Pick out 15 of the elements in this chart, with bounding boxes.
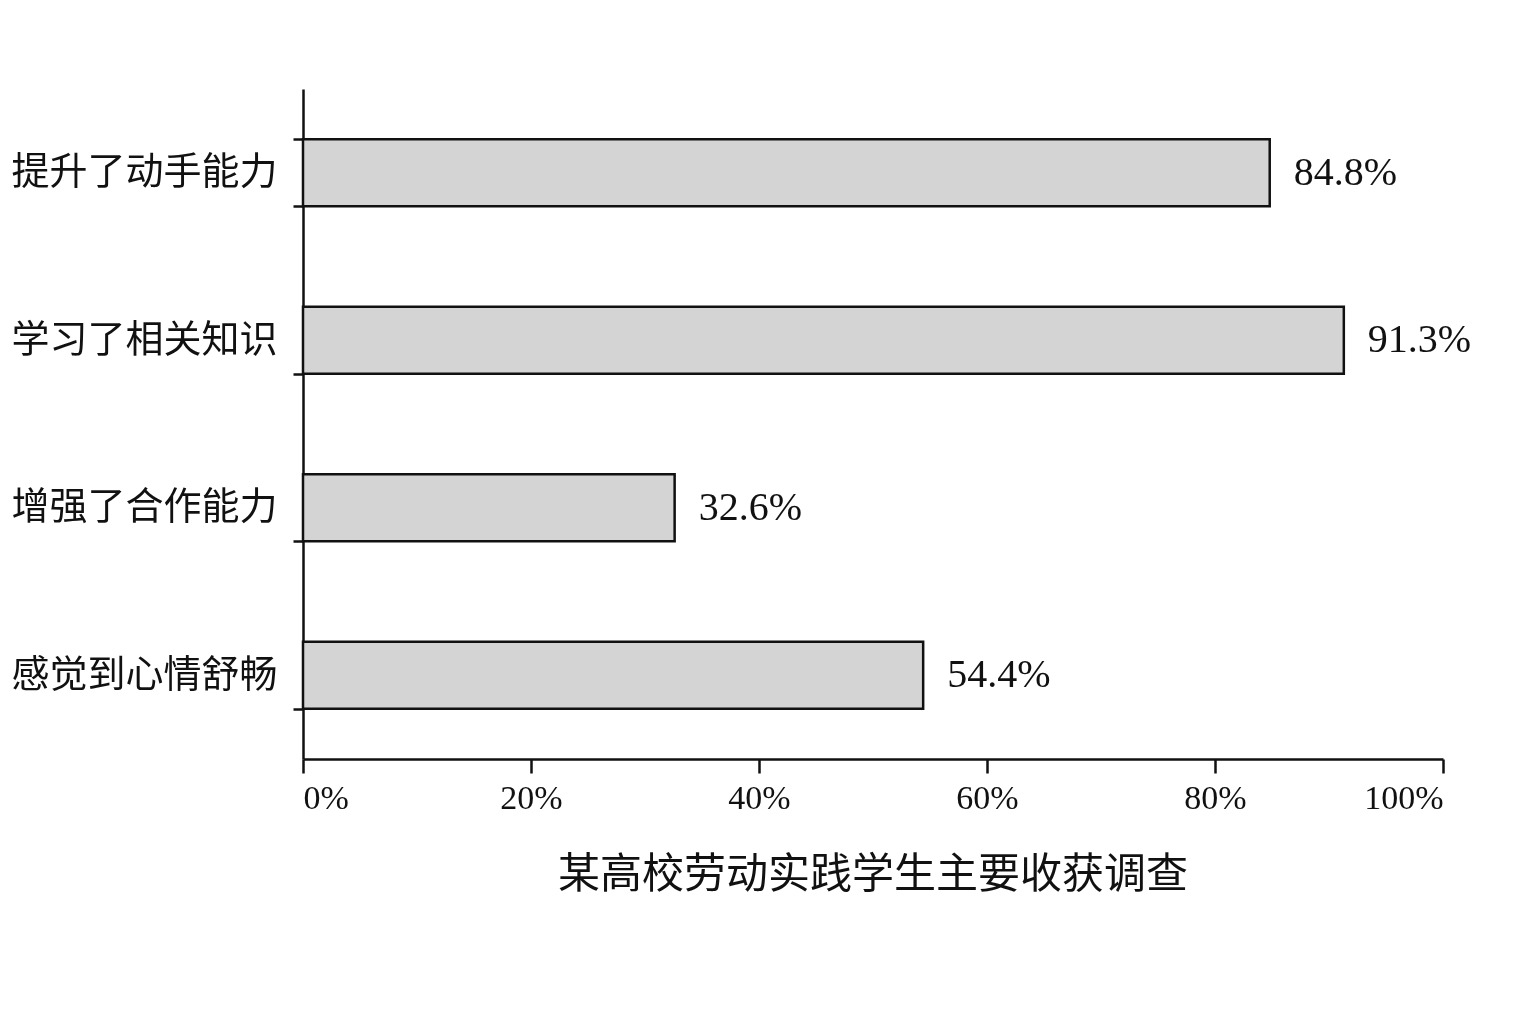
x-tick-label: 100% [1364, 778, 1444, 816]
x-tick-label: 60% [956, 778, 1019, 816]
x-tick-label: 20% [500, 778, 563, 816]
text: 某高校劳动实践学生主要收获调查 [557, 839, 1189, 900]
data-label: 54.4% [947, 651, 1051, 697]
y-tick-label: 提升了动手能力 [11, 140, 278, 196]
y-tick-label: 增强了合作能力 [11, 475, 278, 531]
x-tick-label: 0% [303, 778, 349, 816]
y-tick-label: 学习了相关知识 [11, 307, 278, 363]
x-tick-label: 80% [1184, 778, 1247, 816]
y-tick-label: 感觉到心情舒畅 [11, 642, 278, 698]
data-label: 91.3% [1367, 316, 1472, 362]
data-label: 32.6% [698, 483, 802, 529]
data-label: 84.8% [1293, 148, 1398, 194]
x-tick-label: 40% [728, 778, 791, 816]
